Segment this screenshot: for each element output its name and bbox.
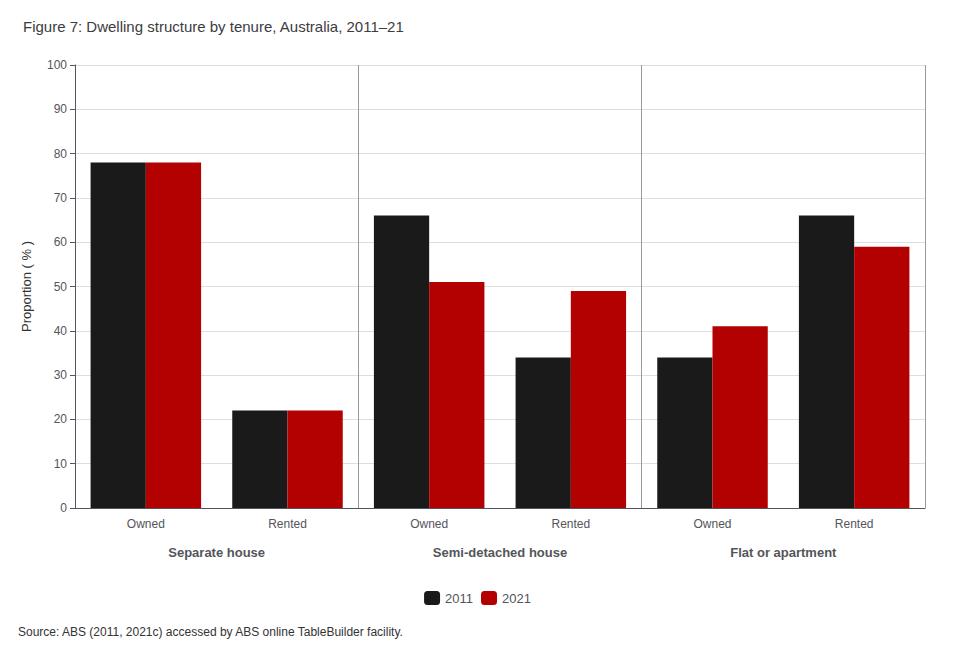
svg-text:60: 60: [54, 235, 68, 249]
svg-text:2011: 2011: [445, 591, 473, 606]
svg-text:80: 80: [54, 147, 68, 161]
svg-text:30: 30: [54, 368, 68, 382]
svg-text:2021: 2021: [502, 591, 531, 606]
svg-text:90: 90: [54, 102, 68, 116]
svg-text:Source: ABS (2011, 2021c) acce: Source: ABS (2011, 2021c) accessed by AB…: [18, 625, 403, 639]
svg-text:Figure 7: Dwelling structure b: Figure 7: Dwelling structure by tenure, …: [23, 18, 404, 35]
svg-text:Owned: Owned: [127, 517, 165, 531]
svg-text:100: 100: [47, 58, 67, 72]
svg-text:0: 0: [60, 501, 67, 515]
svg-text:20: 20: [54, 412, 68, 426]
svg-text:Proportion ( % ): Proportion ( % ): [19, 241, 34, 332]
svg-text:70: 70: [54, 191, 68, 205]
svg-text:Semi-detached house: Semi-detached house: [433, 545, 567, 560]
svg-text:Rented: Rented: [551, 517, 590, 531]
svg-text:Rented: Rented: [835, 517, 874, 531]
svg-text:50: 50: [54, 280, 68, 294]
svg-text:10: 10: [54, 457, 68, 471]
svg-text:Owned: Owned: [693, 517, 731, 531]
svg-text:Flat or apartment: Flat or apartment: [730, 545, 837, 560]
svg-text:Owned: Owned: [410, 517, 448, 531]
svg-text:Separate house: Separate house: [168, 545, 265, 560]
svg-text:Rented: Rented: [268, 517, 307, 531]
svg-text:40: 40: [54, 324, 68, 338]
